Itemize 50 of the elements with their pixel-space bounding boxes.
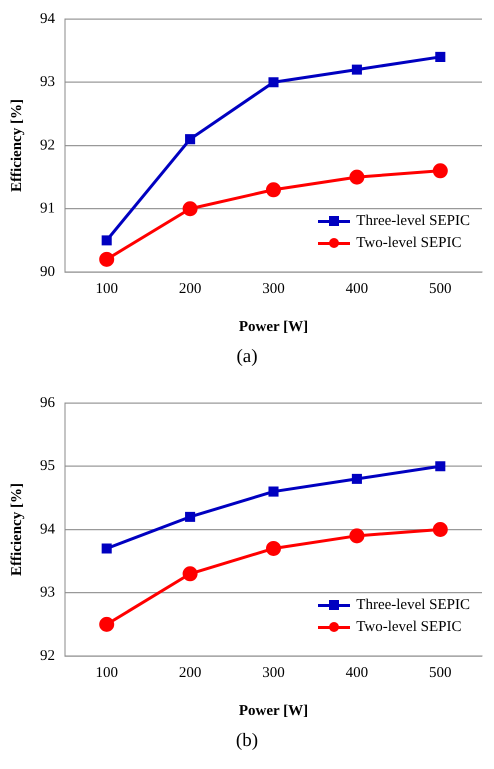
y-axis-title: Efficiency [%] xyxy=(8,99,25,192)
legend-label: Three-level SEPIC xyxy=(356,596,470,615)
point xyxy=(349,170,364,185)
y-tick-label: 95 xyxy=(40,458,55,474)
point xyxy=(352,64,362,75)
point xyxy=(99,616,114,632)
y-tick-label: 92 xyxy=(40,648,55,664)
point xyxy=(102,235,112,246)
y-tick-label: 91 xyxy=(40,200,55,217)
point xyxy=(185,512,196,522)
x-tick-label: 400 xyxy=(346,280,368,297)
x-tick-label: 300 xyxy=(262,664,285,681)
point xyxy=(102,543,112,554)
point xyxy=(268,486,279,497)
x-tick-label: 200 xyxy=(178,664,202,681)
y-tick-label: 94 xyxy=(40,10,56,27)
point xyxy=(435,52,446,62)
y-axis-title: Efficiency [%] xyxy=(8,483,25,576)
y-tick-label: 92 xyxy=(40,137,55,154)
point xyxy=(185,134,196,144)
x-tick-label: 400 xyxy=(346,664,368,681)
x-tick-label: 200 xyxy=(178,280,202,297)
x-tick-label: 300 xyxy=(262,280,285,297)
point xyxy=(432,163,448,178)
y-tick-label: 90 xyxy=(40,264,55,280)
point xyxy=(99,252,114,267)
y-tick-label: 96 xyxy=(40,394,56,411)
y-tick-label: 93 xyxy=(40,74,55,90)
x-tick-label: 100 xyxy=(95,664,118,681)
point xyxy=(432,522,448,537)
x-axis-title: Power [W] xyxy=(238,702,308,719)
point xyxy=(349,528,364,544)
x-tick-label: 500 xyxy=(429,664,452,681)
point xyxy=(352,474,362,484)
legend-label: Two-level SEPIC xyxy=(356,618,462,637)
text: (a) xyxy=(235,346,259,368)
point xyxy=(268,77,279,88)
point xyxy=(266,182,281,198)
point xyxy=(266,540,281,556)
point xyxy=(435,461,446,472)
legend-label: Two-level SEPIC xyxy=(356,234,462,253)
point xyxy=(182,566,198,582)
y-tick-label: 94 xyxy=(40,521,56,538)
text: (b) xyxy=(234,730,260,752)
x-tick-label: 100 xyxy=(95,280,118,297)
legend-label: Three-level SEPIC xyxy=(356,212,470,231)
y-tick-label: 93 xyxy=(40,584,55,601)
x-tick-label: 500 xyxy=(429,280,452,297)
point xyxy=(182,201,198,216)
x-axis-title: Power [W] xyxy=(238,318,308,335)
